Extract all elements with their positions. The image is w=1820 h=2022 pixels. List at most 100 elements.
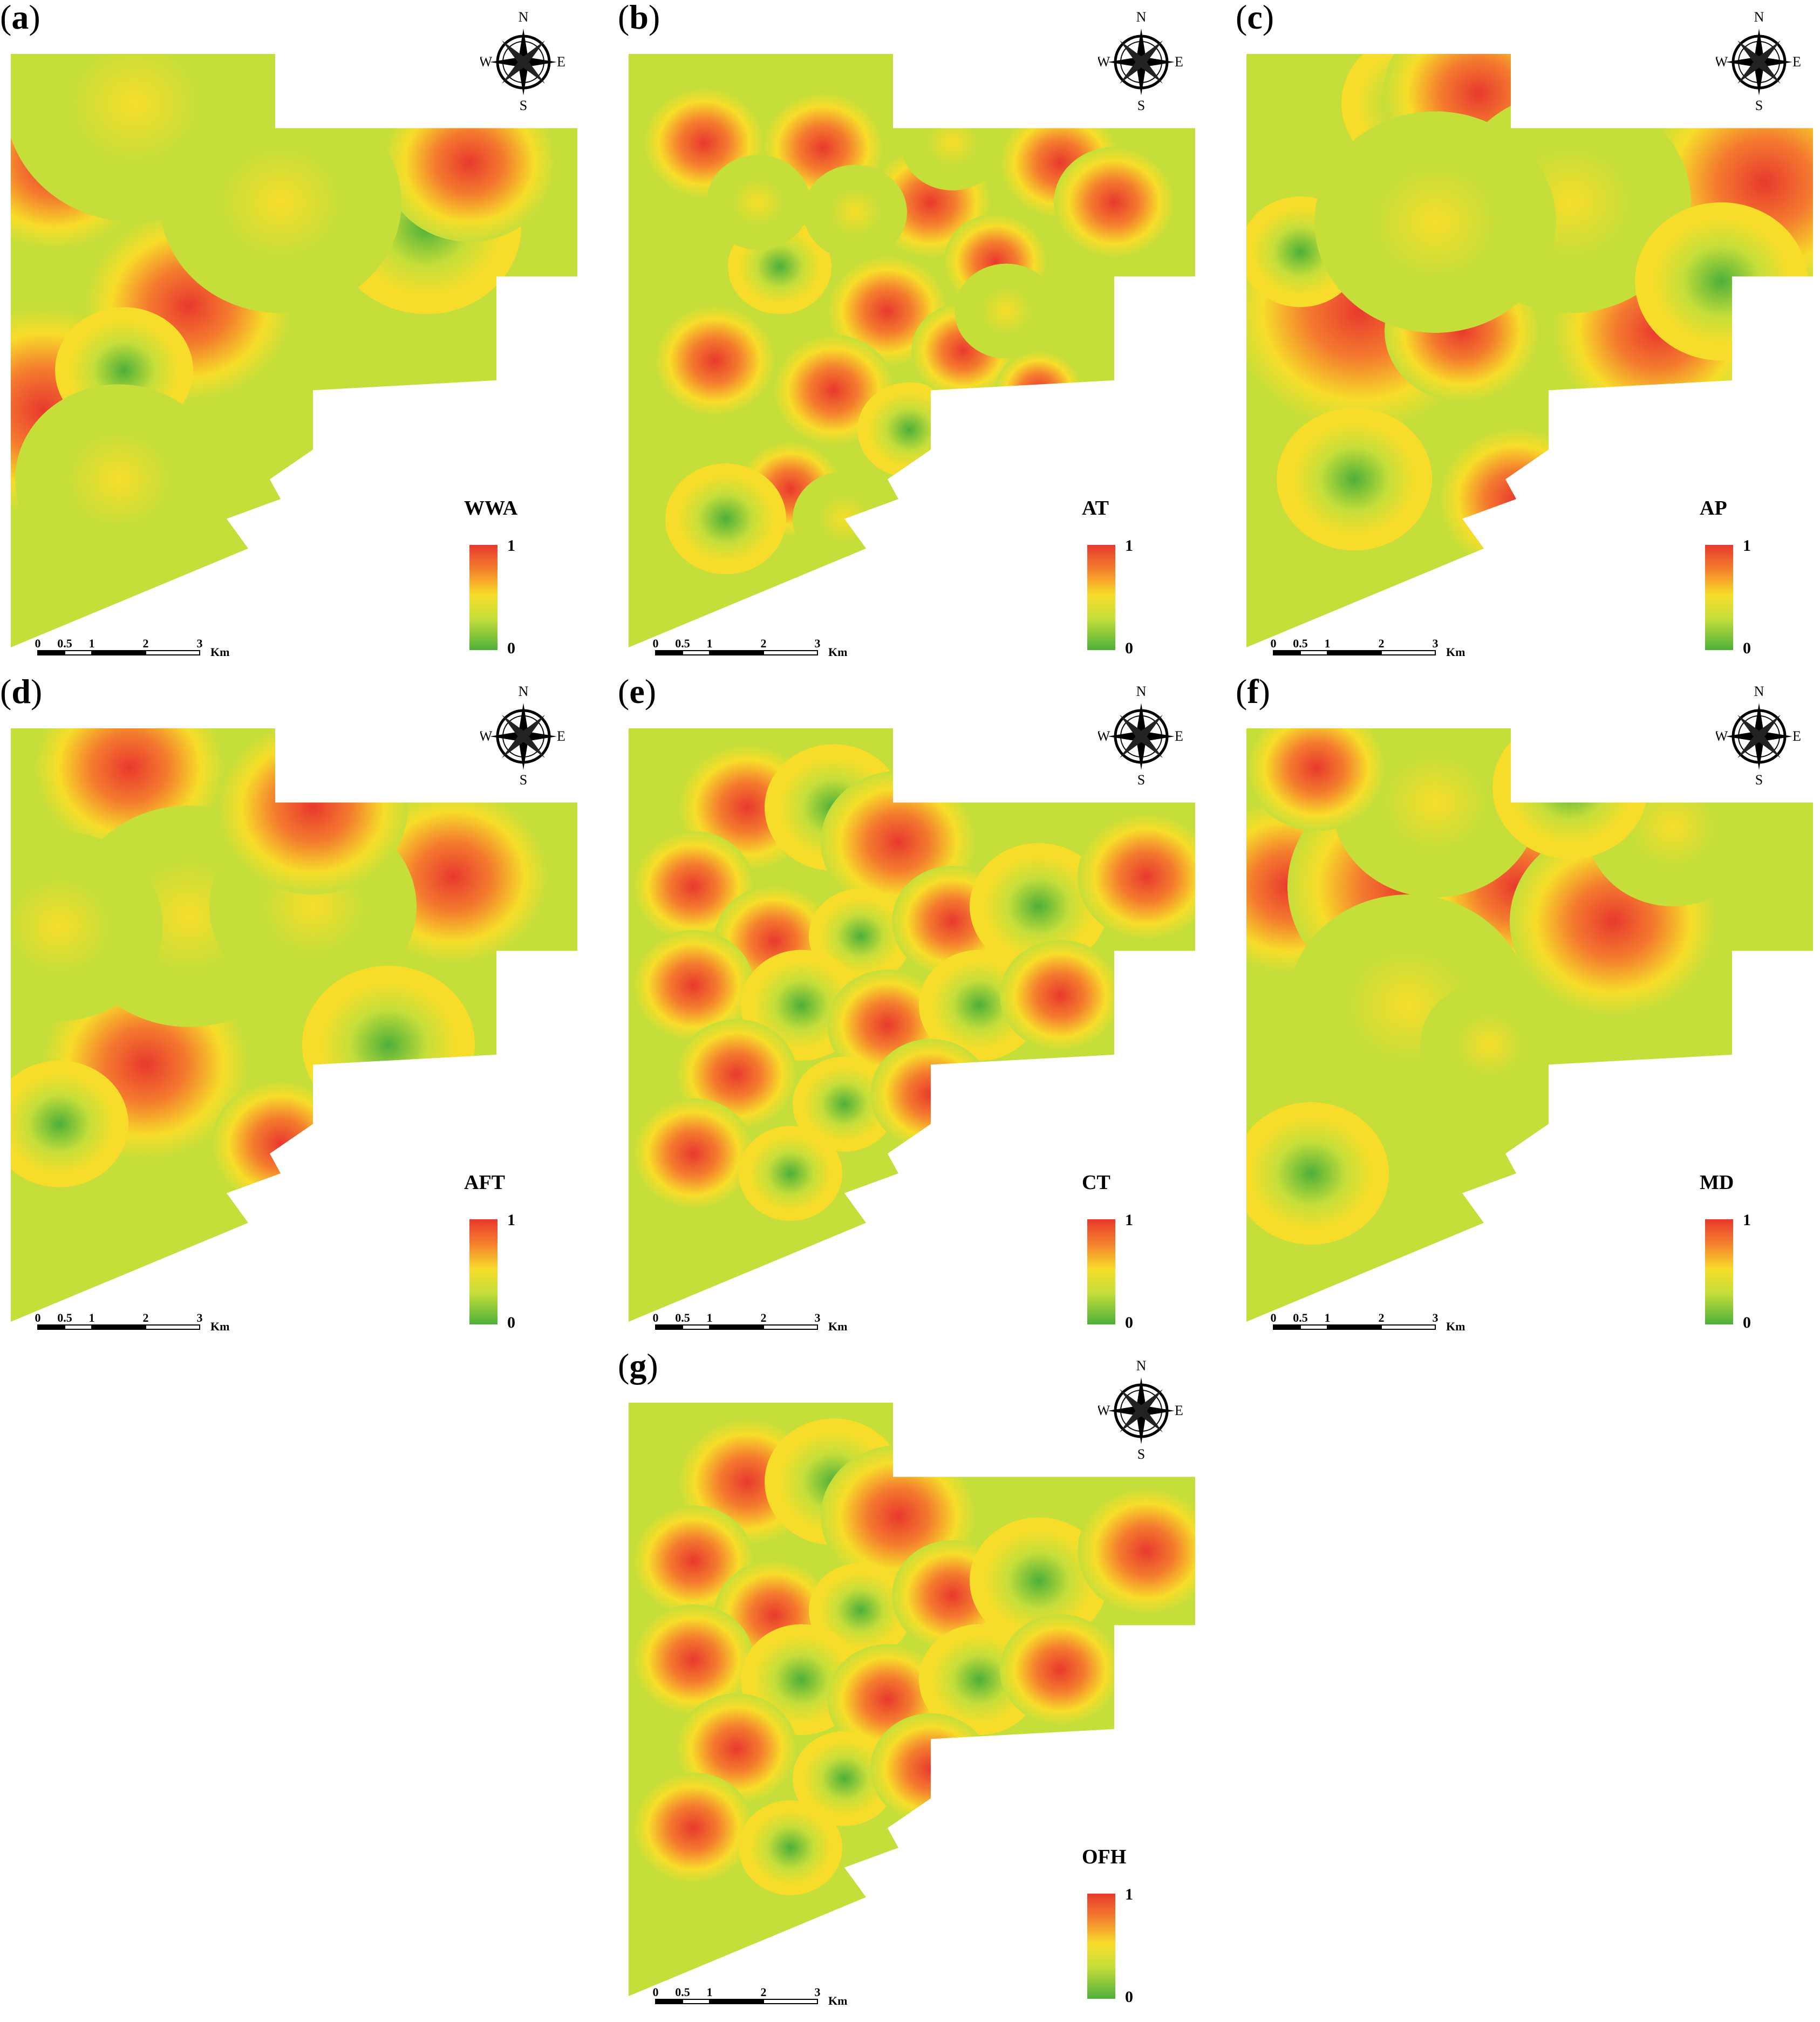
hotspot [160, 91, 401, 313]
compass-rose-icon: N S E W [1098, 685, 1183, 788]
hotspot [996, 351, 1082, 430]
hotspot [1000, 1614, 1121, 1725]
hotspot [633, 930, 754, 1041]
scale-tick-label: 1 [89, 1311, 95, 1324]
scale-unit-label: Km [210, 645, 229, 658]
scale-bar: 0 0.5 1 2 3 Km [653, 1311, 848, 1333]
scale-tick-label: 3 [197, 1311, 203, 1324]
legend-title: WWA [464, 497, 518, 520]
legend-min-label: 0 [1743, 1314, 1751, 1331]
panel-label-open: ( [1236, 672, 1248, 711]
scale-tick-label: 1 [1325, 637, 1331, 650]
compass-e-label: E [1175, 1403, 1183, 1418]
compass-e-label: E [1792, 728, 1801, 744]
hotspot [739, 1126, 842, 1221]
compass-w-label: W [1716, 728, 1728, 744]
hotspot [1277, 408, 1432, 551]
scale-tick-label: 3 [815, 1985, 821, 1999]
scale-tick-label: 3 [1433, 637, 1439, 650]
hotspot [1078, 813, 1195, 940]
hotspot [739, 1800, 842, 1895]
legend-min-label: 0 [1743, 639, 1751, 657]
scale-tick-label: 0.5 [675, 1311, 690, 1324]
scale-bar: 0 0.5 1 2 3 Km [653, 637, 848, 658]
panel-label-close: ) [644, 672, 657, 711]
panel-b: (b) N S E W AT 1 0 0 0.5 1 2 3 Km [618, 0, 1201, 658]
legend-max-label: 1 [1125, 537, 1133, 555]
panel-letter: a [11, 0, 29, 36]
compass-w-label: W [1098, 1403, 1110, 1418]
compass-e-label: E [1175, 54, 1183, 70]
legend-max-label: 1 [507, 1211, 515, 1229]
hotspot [870, 1713, 991, 1824]
hotspot [1248, 728, 1386, 831]
hotspot [212, 1080, 350, 1207]
legend-color-ramp [1705, 545, 1733, 650]
compass-s-label: S [1755, 98, 1763, 113]
scale-tick-label: 3 [815, 1311, 821, 1324]
legend-max-label: 1 [1125, 1886, 1133, 1903]
scale-tick-label: 2 [1379, 637, 1385, 650]
hotspot [665, 463, 786, 575]
heatmap-c [1246, 54, 1813, 647]
scale-unit-label: Km [210, 1320, 229, 1333]
scale-tick-label: 0.5 [675, 1985, 690, 1999]
legend-title: MD [1700, 1171, 1734, 1194]
scale-bar: 0 0.5 1 2 3 Km [35, 637, 230, 658]
scale-tick-label: 3 [815, 637, 821, 650]
hotspot [1635, 202, 1808, 361]
compass-w-label: W [1716, 54, 1728, 70]
scale-tick-label: 0 [653, 637, 659, 650]
compass-n-label: N [1754, 685, 1764, 699]
hotspot [955, 263, 1058, 359]
legend-min-label: 0 [1125, 1314, 1133, 1331]
hotspot [870, 1039, 991, 1150]
scale-tick-label: 2 [143, 1311, 149, 1324]
legend-max-label: 1 [1743, 537, 1751, 555]
compass-n-label: N [1136, 1360, 1147, 1374]
hotspot [803, 165, 907, 260]
panel-label: (b) [618, 0, 660, 35]
hotspot [857, 382, 961, 477]
panel-label: (g) [618, 1349, 658, 1383]
legend-title: CT [1082, 1171, 1110, 1194]
hotspot [793, 1731, 896, 1826]
panel-letter: d [11, 672, 31, 711]
scale-tick-label: 0.5 [1293, 637, 1308, 650]
compass-s-label: S [1755, 772, 1763, 788]
panel-label-close: ) [29, 0, 40, 36]
compass-w-label: W [480, 728, 493, 744]
legend-min-label: 0 [1125, 1988, 1133, 2006]
panel-letter: f [1247, 672, 1259, 711]
legend-color-ramp [469, 545, 497, 650]
scale-tick-label: 0.5 [1293, 1311, 1308, 1324]
compass-n-label: N [1754, 11, 1764, 25]
scale-tick-label: 2 [761, 1985, 767, 1999]
compass-n-label: N [519, 685, 529, 699]
legend-title: OFH [1082, 1846, 1127, 1868]
scale-unit-label: Km [828, 645, 847, 658]
scale-unit-label: Km [828, 1320, 847, 1333]
compass-e-label: E [557, 54, 565, 70]
scale-bar: 0 0.5 1 2 3 Km [653, 1985, 848, 2007]
compass-rose-icon: N S E W [480, 11, 565, 113]
scale-tick-label: 2 [761, 1311, 767, 1324]
legend-color-ramp [1705, 1219, 1733, 1324]
panel-g: (g) N S E W OFH 1 0 0 0.5 1 2 3 Km [618, 1349, 1201, 2007]
scale-tick-label: 1 [707, 1311, 713, 1324]
scale-bar: 0 0.5 1 2 3 Km [35, 1311, 230, 1333]
scale-tick-label: 1 [89, 637, 95, 650]
legend-title: AP [1700, 497, 1727, 520]
panel-label-close: ) [1262, 0, 1274, 36]
panel-label: (e) [618, 674, 656, 709]
scale-tick-label: 0 [35, 637, 41, 650]
scale-tick-label: 2 [1379, 1311, 1385, 1324]
hotspot [633, 1098, 754, 1209]
hotspot [633, 1604, 754, 1716]
panel-label-open: ( [618, 672, 630, 711]
hotspot [706, 155, 810, 250]
scale-tick-label: 0.5 [57, 1311, 72, 1324]
panel-label: (a) [0, 0, 40, 35]
panel-label: (f) [1236, 674, 1270, 709]
compass-e-label: E [557, 728, 565, 744]
